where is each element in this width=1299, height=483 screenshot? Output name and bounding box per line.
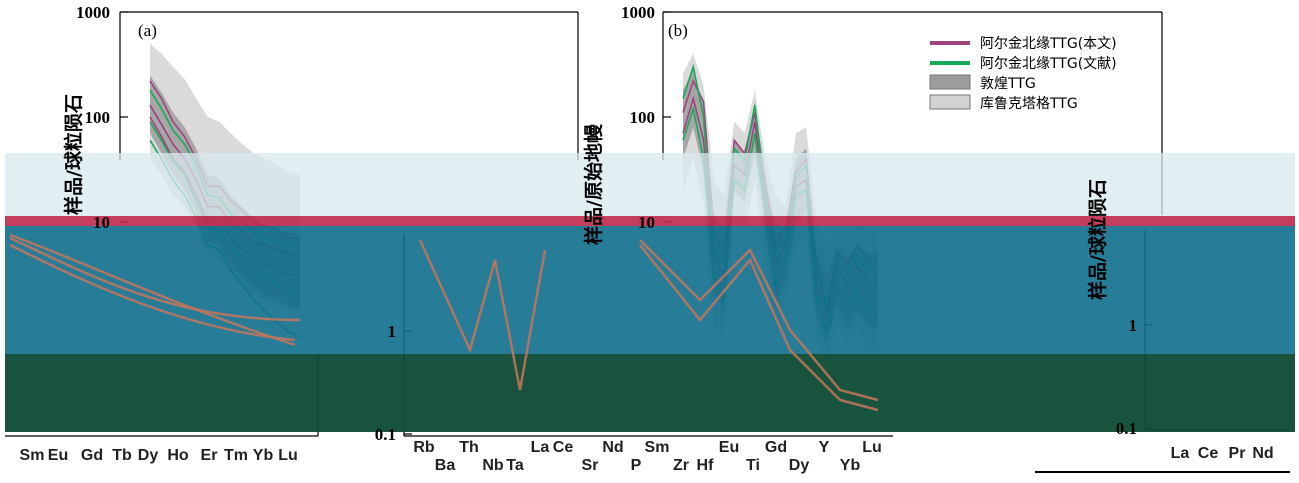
x-tick-label: Y (819, 439, 830, 456)
x-tick-label: Gd (81, 447, 103, 464)
overlay-series-line (639, 244, 879, 412)
x-tick-label: Ho (167, 447, 189, 464)
panel-b-ylabel: 样品/原始地幔 (582, 123, 605, 245)
x-tick-label: Eu (48, 447, 68, 464)
legend-swatch (929, 74, 971, 90)
overlay-bands (5, 153, 1295, 432)
x-tick-label: P (631, 457, 642, 474)
y-tick-label: 1000 (621, 3, 655, 22)
band-light (5, 153, 1295, 216)
band-dark (5, 354, 1295, 432)
x-tick-label: Dy (789, 457, 810, 474)
chart-legend (929, 41, 971, 110)
x-tick-label: Nd (1252, 445, 1273, 462)
x-tick-label: La (531, 439, 550, 456)
x-tick-label: La (1171, 445, 1190, 462)
x-tick-label: Ce (553, 439, 574, 456)
x-tick-label: Lu (278, 447, 298, 464)
y-tick-label: 100 (85, 108, 111, 127)
overlay-series-line (9, 233, 296, 347)
x-tick-label: Hf (697, 457, 715, 474)
overlay-series-line (9, 236, 301, 322)
y-tick-label: 1 (388, 322, 397, 341)
x-tick-label: Yb (253, 447, 274, 464)
legend-label: 阿尔金北缘TTG(本文) (980, 36, 1117, 52)
y-tick-label: 10 (93, 213, 110, 232)
legend-label: 阿尔金北缘TTG(文献) (980, 56, 1117, 72)
panel-c-ylabel: 样品/球粒陨石 (1086, 179, 1109, 300)
x-tick-label: Er (201, 447, 218, 464)
y-tick-label: 1000 (76, 3, 110, 22)
x-tick-label: Tb (112, 447, 132, 464)
panel-a-ylabel: 样品/球粒陨石 (62, 94, 85, 215)
x-tick-label: Sm (20, 447, 45, 464)
x-tick-label: Sm (645, 439, 670, 456)
x-tick-label: Rb (413, 439, 435, 456)
overlay-series-line (418, 239, 547, 391)
band-teal (5, 226, 1295, 354)
panel-b-label: (b) (668, 21, 688, 40)
x-tick-label: Eu (719, 439, 739, 456)
legend-label: 敦煌TTG (980, 76, 1036, 92)
x-tick-label: Zr (673, 457, 689, 474)
x-tick-label: Yb (840, 457, 861, 474)
band-red (5, 216, 1295, 226)
y-tick-label: 100 (630, 108, 656, 127)
x-tick-label: Pr (1229, 445, 1246, 462)
y-tick-label: 0.1 (375, 425, 396, 444)
x-tick-label: Ba (435, 457, 456, 474)
legend-swatch (929, 94, 971, 110)
x-tick-label: Nd (602, 439, 623, 456)
x-tick-label: Th (459, 439, 479, 456)
x-tick-label: Ce (1198, 445, 1219, 462)
x-tick-label: Ti (746, 457, 760, 474)
x-tick-label: Sr (582, 457, 599, 474)
x-tick-label: Nb (482, 457, 504, 474)
overlay-series-line (639, 239, 879, 402)
y-tick-label: 0.1 (1116, 419, 1137, 438)
x-tick-label: Tm (224, 447, 248, 464)
panel-a-label: (a) (138, 21, 157, 40)
x-tick-label: Ta (506, 457, 524, 474)
y-tick-label: 10 (638, 213, 655, 232)
y-tick-label: 1 (1129, 316, 1138, 335)
legend-label: 库鲁克塔格TTG (980, 96, 1078, 112)
x-tick-label: Gd (765, 439, 787, 456)
overlay-series-line (9, 243, 296, 342)
x-tick-label: Dy (138, 447, 159, 464)
x-tick-label: Lu (862, 439, 882, 456)
